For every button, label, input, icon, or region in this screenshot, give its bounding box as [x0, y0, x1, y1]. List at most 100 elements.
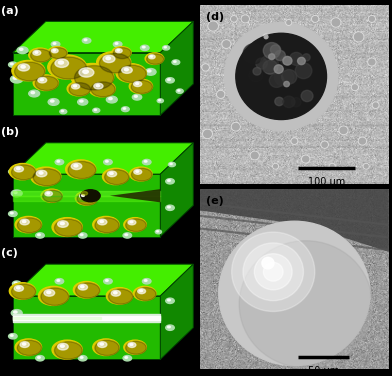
Circle shape [283, 96, 295, 108]
Circle shape [117, 50, 120, 51]
Circle shape [14, 282, 17, 284]
Circle shape [202, 64, 209, 71]
Circle shape [95, 218, 119, 233]
Circle shape [275, 97, 284, 106]
Circle shape [54, 219, 82, 237]
Circle shape [36, 356, 44, 361]
Circle shape [100, 343, 103, 345]
Circle shape [284, 81, 289, 87]
Circle shape [17, 218, 42, 233]
Circle shape [286, 20, 292, 25]
Circle shape [69, 83, 91, 96]
Circle shape [105, 280, 108, 281]
Circle shape [20, 48, 23, 50]
Circle shape [78, 233, 87, 238]
Circle shape [354, 32, 364, 42]
Circle shape [11, 335, 13, 337]
Circle shape [256, 58, 267, 69]
Circle shape [123, 233, 132, 238]
Circle shape [13, 77, 17, 79]
Circle shape [31, 167, 61, 186]
Circle shape [354, 33, 363, 41]
Circle shape [29, 48, 51, 62]
Circle shape [155, 230, 162, 234]
Circle shape [11, 75, 23, 83]
Circle shape [156, 231, 159, 232]
Circle shape [36, 170, 47, 177]
Circle shape [103, 279, 112, 284]
Circle shape [105, 161, 108, 162]
Circle shape [78, 99, 88, 105]
Circle shape [93, 217, 119, 233]
Circle shape [222, 40, 231, 48]
Circle shape [329, 164, 335, 169]
Circle shape [89, 80, 115, 97]
Circle shape [264, 35, 268, 39]
Circle shape [303, 54, 310, 61]
Circle shape [11, 212, 13, 214]
Circle shape [164, 47, 166, 48]
Circle shape [60, 222, 64, 225]
Circle shape [122, 107, 129, 112]
Circle shape [129, 79, 152, 94]
Circle shape [274, 68, 294, 86]
Circle shape [125, 234, 128, 235]
Circle shape [113, 48, 131, 59]
Text: 100 μm: 100 μm [308, 177, 345, 187]
Circle shape [47, 193, 50, 194]
Circle shape [269, 74, 284, 88]
Circle shape [91, 82, 115, 97]
Circle shape [295, 63, 312, 79]
Circle shape [242, 16, 248, 22]
Circle shape [176, 89, 183, 93]
Circle shape [65, 160, 96, 179]
Circle shape [273, 164, 278, 169]
Circle shape [114, 292, 117, 294]
Circle shape [142, 46, 145, 48]
Circle shape [274, 65, 283, 73]
Circle shape [291, 138, 298, 144]
Circle shape [302, 155, 310, 163]
Circle shape [80, 100, 83, 102]
Circle shape [208, 21, 218, 31]
Circle shape [263, 34, 269, 39]
Circle shape [251, 152, 258, 159]
Circle shape [55, 59, 69, 67]
Polygon shape [13, 21, 193, 53]
Circle shape [368, 16, 375, 22]
Circle shape [78, 356, 87, 361]
Circle shape [103, 55, 115, 62]
Circle shape [274, 164, 278, 168]
Circle shape [313, 17, 318, 21]
Circle shape [41, 288, 69, 305]
Circle shape [14, 311, 17, 313]
Circle shape [113, 42, 122, 47]
Circle shape [321, 141, 328, 148]
Circle shape [18, 64, 29, 71]
Circle shape [33, 75, 58, 91]
Circle shape [9, 283, 36, 299]
Circle shape [71, 84, 80, 89]
Circle shape [142, 159, 151, 165]
Circle shape [74, 164, 78, 167]
Circle shape [9, 164, 36, 180]
Circle shape [372, 102, 379, 108]
Circle shape [15, 62, 45, 81]
Circle shape [49, 48, 67, 59]
Circle shape [157, 99, 163, 103]
Text: 50 μm: 50 μm [308, 365, 339, 376]
Polygon shape [13, 143, 193, 174]
Circle shape [134, 96, 137, 97]
Circle shape [82, 38, 91, 43]
Circle shape [51, 49, 58, 53]
Circle shape [232, 123, 239, 130]
Circle shape [9, 211, 17, 217]
Circle shape [12, 61, 45, 81]
Circle shape [167, 180, 170, 181]
Circle shape [81, 285, 84, 288]
Circle shape [103, 159, 112, 165]
Circle shape [79, 68, 94, 77]
Circle shape [39, 172, 43, 174]
Circle shape [48, 55, 87, 79]
Circle shape [31, 91, 34, 94]
